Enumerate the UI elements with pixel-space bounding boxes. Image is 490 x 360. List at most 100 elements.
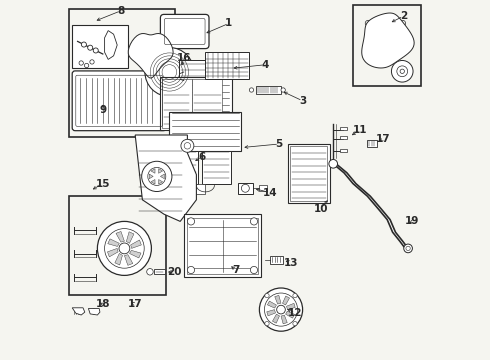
Bar bbox=[238, 183, 253, 194]
Text: 20: 20 bbox=[168, 267, 182, 277]
Bar bbox=[69, 9, 175, 137]
Polygon shape bbox=[159, 180, 163, 184]
Bar bbox=[341, 149, 347, 152]
Bar bbox=[202, 151, 231, 184]
Polygon shape bbox=[126, 232, 134, 243]
Bar bbox=[170, 151, 198, 184]
Text: 1: 1 bbox=[225, 18, 232, 28]
Circle shape bbox=[141, 40, 146, 45]
Polygon shape bbox=[116, 231, 124, 242]
Bar bbox=[187, 184, 205, 194]
Text: 4: 4 bbox=[261, 60, 269, 70]
Text: 8: 8 bbox=[117, 6, 124, 16]
Bar bbox=[192, 79, 222, 128]
Bar bbox=[259, 185, 267, 191]
Polygon shape bbox=[88, 309, 100, 315]
Circle shape bbox=[155, 53, 160, 58]
Polygon shape bbox=[115, 253, 122, 265]
Bar bbox=[187, 218, 258, 274]
Circle shape bbox=[147, 269, 153, 275]
Text: 11: 11 bbox=[353, 125, 368, 135]
Circle shape bbox=[365, 20, 371, 26]
Bar bbox=[341, 136, 347, 139]
Bar bbox=[256, 86, 281, 94]
Circle shape bbox=[400, 20, 406, 26]
Circle shape bbox=[148, 167, 166, 185]
Circle shape bbox=[145, 48, 194, 96]
Bar bbox=[270, 256, 283, 264]
Polygon shape bbox=[128, 33, 173, 78]
Text: 16: 16 bbox=[176, 53, 191, 63]
Bar bbox=[291, 146, 327, 201]
Polygon shape bbox=[160, 174, 164, 179]
Circle shape bbox=[293, 321, 297, 326]
Polygon shape bbox=[135, 135, 196, 221]
Text: 10: 10 bbox=[313, 204, 328, 214]
Circle shape bbox=[143, 55, 148, 60]
Text: 2: 2 bbox=[400, 11, 407, 21]
Circle shape bbox=[250, 218, 258, 225]
Circle shape bbox=[187, 266, 195, 274]
Bar bbox=[184, 214, 261, 277]
Polygon shape bbox=[283, 296, 290, 305]
Circle shape bbox=[397, 66, 408, 77]
Circle shape bbox=[277, 305, 285, 314]
Circle shape bbox=[265, 293, 269, 298]
Text: 12: 12 bbox=[288, 308, 303, 318]
Circle shape bbox=[104, 229, 144, 268]
Circle shape bbox=[281, 88, 285, 92]
Circle shape bbox=[250, 266, 258, 274]
Text: 9: 9 bbox=[99, 105, 106, 115]
Bar bbox=[205, 52, 248, 79]
Polygon shape bbox=[287, 303, 295, 310]
Bar bbox=[341, 127, 347, 130]
Circle shape bbox=[88, 45, 93, 50]
Bar bbox=[179, 60, 214, 91]
Text: 13: 13 bbox=[284, 258, 298, 268]
Text: 14: 14 bbox=[263, 188, 277, 198]
Bar bbox=[368, 140, 377, 147]
Circle shape bbox=[155, 41, 160, 46]
Circle shape bbox=[329, 159, 338, 168]
Circle shape bbox=[404, 244, 413, 253]
Circle shape bbox=[90, 60, 94, 64]
Polygon shape bbox=[104, 31, 117, 59]
Bar bbox=[72, 25, 128, 68]
Bar bbox=[160, 77, 232, 130]
Polygon shape bbox=[107, 248, 118, 257]
FancyBboxPatch shape bbox=[160, 14, 209, 49]
Circle shape bbox=[265, 321, 269, 326]
Bar bbox=[162, 79, 193, 128]
Polygon shape bbox=[108, 239, 119, 247]
Polygon shape bbox=[149, 174, 153, 179]
Circle shape bbox=[181, 139, 194, 152]
Bar bbox=[154, 269, 165, 274]
Polygon shape bbox=[124, 255, 133, 265]
Polygon shape bbox=[275, 295, 281, 304]
Circle shape bbox=[98, 221, 151, 275]
Circle shape bbox=[242, 184, 249, 192]
Polygon shape bbox=[281, 315, 287, 324]
Polygon shape bbox=[131, 240, 141, 248]
Circle shape bbox=[184, 143, 191, 149]
Bar bbox=[69, 196, 166, 295]
Polygon shape bbox=[362, 13, 414, 68]
Circle shape bbox=[392, 60, 413, 82]
Polygon shape bbox=[286, 311, 294, 318]
Circle shape bbox=[119, 243, 130, 254]
Circle shape bbox=[91, 309, 97, 314]
Circle shape bbox=[259, 288, 303, 331]
Circle shape bbox=[406, 246, 410, 251]
Polygon shape bbox=[151, 180, 155, 184]
Polygon shape bbox=[129, 250, 141, 258]
Text: 18: 18 bbox=[96, 299, 110, 309]
Circle shape bbox=[142, 161, 172, 192]
Polygon shape bbox=[159, 169, 163, 173]
Polygon shape bbox=[272, 314, 279, 323]
Polygon shape bbox=[268, 301, 276, 308]
Text: 17: 17 bbox=[128, 299, 143, 309]
Text: 15: 15 bbox=[96, 179, 110, 189]
Text: 7: 7 bbox=[232, 265, 240, 275]
Circle shape bbox=[265, 293, 297, 326]
Circle shape bbox=[93, 48, 98, 53]
